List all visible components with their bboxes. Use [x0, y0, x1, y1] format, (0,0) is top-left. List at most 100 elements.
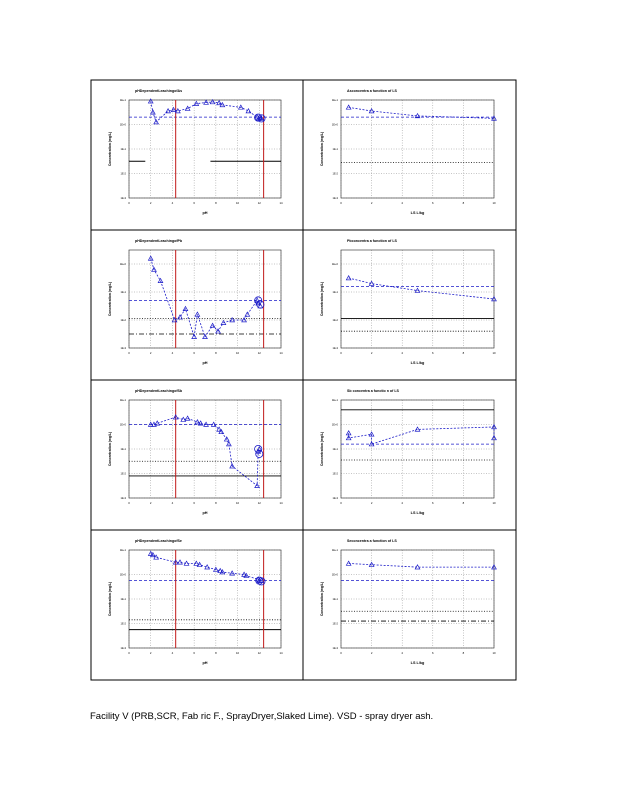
data-point-triangle: [414, 287, 421, 293]
data-point-triangle: [225, 441, 232, 447]
y-tick-label: 1E-1: [333, 290, 339, 294]
y-axis-label: Concentration (mg/L): [320, 432, 324, 466]
x-tick-label: 8: [215, 201, 217, 205]
circled-point: [254, 296, 263, 305]
plot-area: [340, 99, 495, 199]
data-point-triangle: [244, 311, 251, 317]
panel-frame: [90, 229, 304, 381]
x-tick-label: 2: [371, 351, 373, 355]
data-point-triangle: [147, 98, 154, 104]
y-tick-label: 1E+1: [332, 548, 339, 552]
y-tick-label: 1E+0: [332, 573, 339, 577]
plot-area: [128, 549, 282, 649]
x-tick-label: 14: [279, 351, 283, 355]
data-point-triangle: [203, 99, 209, 105]
panel-frame: [302, 229, 517, 381]
y-tick-label: 1E-2: [121, 472, 127, 476]
data-point-triangle: [197, 420, 204, 426]
chart-title: Asconcentra a function of LS: [347, 89, 398, 93]
series-line: [150, 416, 260, 487]
y-tick-label: 1E-1: [121, 447, 127, 451]
y-tick-label: 1E-2: [121, 318, 127, 322]
x-tick-label: 12: [258, 501, 262, 505]
data-point-triangle: [217, 567, 224, 574]
x-tick-label: 6: [432, 201, 434, 205]
x-tick-label: 0: [340, 651, 342, 655]
data-point-triangle: [184, 415, 191, 421]
data-point-triangle: [241, 571, 247, 577]
x-tick-label: 10: [492, 651, 496, 655]
panel-frame: [90, 529, 304, 681]
x-tick-label: 0: [340, 351, 342, 355]
data-point-triangle: [368, 441, 375, 447]
x-tick-label: 6: [193, 351, 195, 355]
data-point-triangle: [220, 319, 227, 325]
circled-point: [254, 444, 263, 453]
data-point-triangle: [209, 322, 216, 328]
x-tick-label: 8: [463, 651, 465, 655]
data-point-triangle: [345, 430, 352, 436]
circled-point: [254, 113, 263, 122]
y-axis-label: Concentration (mg/L): [108, 582, 112, 616]
data-point-triangle: [182, 305, 189, 311]
x-tick-label: 6: [193, 651, 195, 655]
data-point-triangle: [212, 566, 219, 572]
data-point-triangle: [491, 115, 497, 121]
x-tick-label: 4: [401, 501, 403, 505]
x-tick-label: 12: [258, 201, 262, 205]
data-point-triangle: [219, 101, 226, 108]
data-point-triangle: [153, 554, 160, 560]
y-tick-label: 1E+0: [120, 573, 127, 577]
data-point-triangle: [151, 266, 157, 272]
data-point-triangle: [154, 420, 161, 426]
data-point-triangle: [196, 561, 203, 567]
plot-area: [340, 549, 495, 649]
data-point-triangle: [237, 104, 244, 110]
data-point-triangle: [216, 99, 223, 106]
data-point-triangle: [153, 119, 160, 125]
plot-area: [128, 399, 282, 499]
data-point-triangle: [184, 105, 191, 111]
chart-title: pHDependentLeachingofSe: [135, 539, 182, 543]
y-tick-label: 1E+0: [332, 262, 339, 266]
data-point-triangle: [368, 561, 375, 567]
y-tick-label: 1E-2: [121, 172, 127, 176]
x-axis-label: pH: [202, 361, 207, 365]
x-tick-label: 8: [463, 351, 465, 355]
x-tick-label: 0: [128, 651, 130, 655]
chart-title: Sb concentra a functio n of LS: [347, 389, 400, 393]
data-point-triangle: [147, 255, 154, 261]
y-tick-label: 1E-1: [333, 147, 339, 151]
panel-frame: [302, 79, 517, 231]
y-tick-label: 1E+0: [332, 123, 339, 127]
x-tick-label: 4: [172, 501, 174, 505]
x-axis-label: pH: [202, 211, 207, 215]
data-point-triangle: [414, 112, 421, 119]
x-tick-label: 0: [128, 351, 130, 355]
data-point-triangle: [218, 428, 225, 435]
figure-caption: Facility V (PRB,SCR, Fab ric F., SprayDr…: [90, 711, 434, 722]
y-tick-label: 1E+0: [120, 262, 127, 266]
data-point-triangle: [256, 445, 263, 452]
data-point-triangle: [368, 280, 375, 286]
x-tick-label: 4: [172, 201, 174, 205]
data-point-triangle: [219, 569, 226, 575]
panel-frame: [90, 379, 304, 531]
x-tick-label: 8: [215, 651, 217, 655]
y-tick-label: 1E-1: [121, 597, 127, 601]
data-point-triangle: [245, 108, 252, 114]
data-point-triangle: [491, 295, 497, 302]
chart-title: pHDependentLeachingofAs: [135, 89, 182, 93]
x-tick-label: 8: [463, 201, 465, 205]
x-tick-label: 0: [128, 501, 130, 505]
data-point-triangle: [177, 314, 183, 320]
data-point-triangle: [170, 106, 177, 112]
x-tick-label: 10: [236, 351, 240, 355]
data-point-triangle: [147, 550, 154, 556]
x-tick-label: 10: [236, 201, 240, 205]
x-tick-label: 10: [236, 501, 240, 505]
data-point-triangle: [204, 564, 211, 570]
y-tick-label: 1E-3: [333, 346, 339, 350]
data-point-triangle: [172, 559, 179, 565]
